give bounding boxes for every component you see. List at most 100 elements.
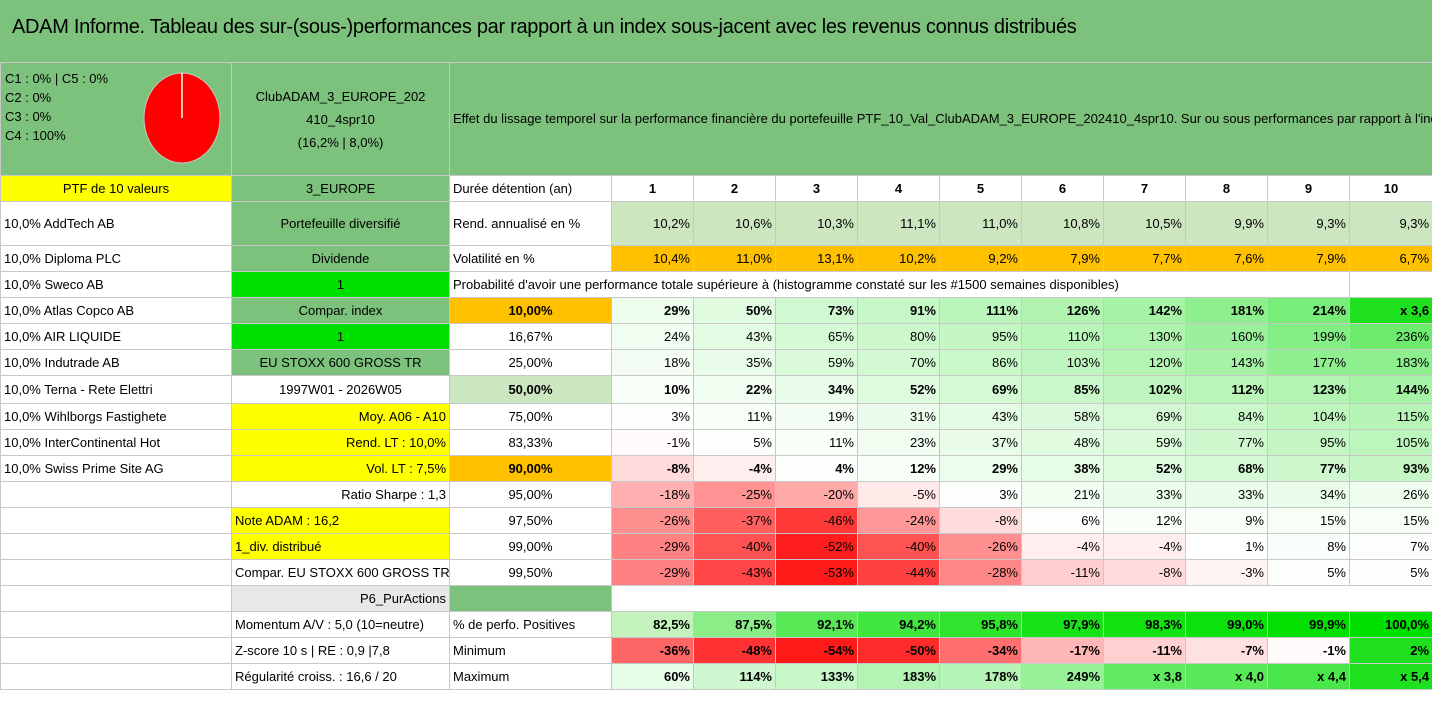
pos-cell: 99,0% [1185, 611, 1268, 638]
empty-cell [0, 507, 232, 534]
prob-cell: -52% [775, 533, 858, 560]
prob-cell: -40% [857, 533, 940, 560]
rend-value: 11,1% [857, 201, 940, 246]
prob-percentile: 83,33% [449, 429, 612, 456]
prob-cell: 31% [857, 403, 940, 430]
prob-percentile: 97,50% [449, 507, 612, 534]
prob-cell: -8% [611, 455, 694, 482]
prob-cell: 52% [857, 375, 940, 404]
prob-cell: 93% [1348, 455, 1432, 482]
prob-percentile: 25,00% [449, 349, 612, 376]
sharpe-label: Ratio Sharpe : 1,3 [231, 481, 450, 508]
prob-cell: 73% [775, 297, 858, 324]
prob-cell: 11% [693, 403, 776, 430]
holding-row: 10,0% Indutrade AB [0, 349, 232, 376]
max-label: Maximum [449, 663, 612, 690]
holding-row: 10,0% Wihlborgs Fastighete [0, 403, 232, 430]
prob-cell: 19% [775, 403, 858, 430]
p6-marker [449, 585, 612, 612]
rend-label: Rend. annualisé en % [449, 201, 612, 246]
rend-value: 10,2% [611, 201, 694, 246]
max-cell: 249% [1021, 663, 1104, 690]
prob-cell: 3% [939, 481, 1022, 508]
vol-value: 13,1% [775, 245, 858, 272]
portfolio-name-cell: ClubADAM_3_EUROPE_202 410_4spr10 (16,2% … [231, 62, 450, 176]
year-header: 8 [1185, 175, 1268, 202]
empty-cell [0, 481, 232, 508]
prob-cell: 77% [1267, 455, 1350, 482]
max-cell: x 5,4 [1348, 663, 1432, 690]
prob-percentile: 90,00% [449, 455, 612, 482]
prob-cell: 21% [1021, 481, 1104, 508]
prob-cell: 181% [1185, 297, 1268, 324]
prob-cell: 34% [1267, 481, 1350, 508]
vol-value: 6,7% [1348, 245, 1432, 272]
rend-value: 9,3% [1348, 201, 1432, 246]
prob-percentile: 10,00% [449, 297, 612, 324]
rend-lt-label: Rend. LT : 10,0% [231, 429, 450, 456]
min-cell: -36% [611, 637, 694, 664]
prob-cell: 58% [1021, 403, 1104, 430]
prob-cell: -26% [611, 507, 694, 534]
max-cell: 60% [611, 663, 694, 690]
max-cell: 114% [693, 663, 776, 690]
pos-cell: 99,9% [1267, 611, 1350, 638]
portfolio-name-line2: 410_4spr10 [306, 111, 375, 127]
prob-cell: 24% [611, 323, 694, 350]
max-cell: 133% [775, 663, 858, 690]
pos-cell: 100,0% [1348, 611, 1432, 638]
prob-cell: 43% [939, 403, 1022, 430]
prob-cell: 48% [1021, 429, 1104, 456]
holding-row: 10,0% Diploma PLC [0, 245, 232, 272]
min-cell: -7% [1185, 637, 1268, 664]
rend-value: 10,8% [1021, 201, 1104, 246]
vol-lt-label: Vol. LT : 7,5% [231, 455, 450, 482]
zscore-label: Z-score 10 s | RE : 0,9 |7,8 [231, 637, 450, 664]
prob-cell: -11% [1021, 559, 1104, 586]
index-flag-cell[interactable]: 1 [231, 323, 450, 350]
portfolio-stats: (16,2% | 8,0%) [297, 134, 384, 150]
rend-value: 9,9% [1185, 201, 1268, 246]
prob-cell: 12% [1103, 507, 1186, 534]
empty-cell [0, 585, 232, 612]
vol-value: 7,6% [1185, 245, 1268, 272]
prob-cell: 70% [857, 349, 940, 376]
alloc-line: C2 : 0% [5, 90, 52, 105]
prob-percentile: 75,00% [449, 403, 612, 430]
empty-cell [1348, 271, 1432, 298]
prob-cell: 199% [1267, 323, 1350, 350]
year-header: 9 [1267, 175, 1350, 202]
year-header: 7 [1103, 175, 1186, 202]
allocation-cell: C1 : 0% | C5 : 0% C2 : 0% C3 : 0% C4 : 1… [0, 62, 232, 176]
moy-label: Moy. A06 - A10 [231, 403, 450, 430]
prob-cell: 18% [611, 349, 694, 376]
prob-cell: 7% [1348, 533, 1432, 560]
max-cell: x 4,4 [1267, 663, 1350, 690]
note-label: Note ADAM : 16,2 [231, 507, 450, 534]
dividend-flag-cell[interactable]: 1 [231, 271, 450, 298]
empty-cell [0, 611, 232, 638]
year-header: 6 [1021, 175, 1104, 202]
div-label: 1_div. distribué [231, 533, 450, 560]
pos-cell: 87,5% [693, 611, 776, 638]
prob-cell: 143% [1185, 349, 1268, 376]
vol-value: 10,4% [611, 245, 694, 272]
holding-row: 10,0% Swiss Prime Site AG [0, 455, 232, 482]
prob-cell: 160% [1185, 323, 1268, 350]
prob-cell: 112% [1185, 375, 1268, 404]
min-cell: -1% [1267, 637, 1350, 664]
prob-cell: 4% [775, 455, 858, 482]
prob-cell: -24% [857, 507, 940, 534]
pos-cell: 95,8% [939, 611, 1022, 638]
prob-percentile: 95,00% [449, 481, 612, 508]
holding-row: 10,0% Terna - Rete Elettri [0, 375, 232, 404]
min-cell: -17% [1021, 637, 1104, 664]
vol-value: 9,2% [939, 245, 1022, 272]
holding-row: 10,0% Atlas Copco AB [0, 297, 232, 324]
prob-cell: -1% [611, 429, 694, 456]
prob-cell: 115% [1348, 403, 1432, 430]
prob-cell: 105% [1348, 429, 1432, 456]
prob-cell: -25% [693, 481, 776, 508]
rend-value: 9,3% [1267, 201, 1350, 246]
